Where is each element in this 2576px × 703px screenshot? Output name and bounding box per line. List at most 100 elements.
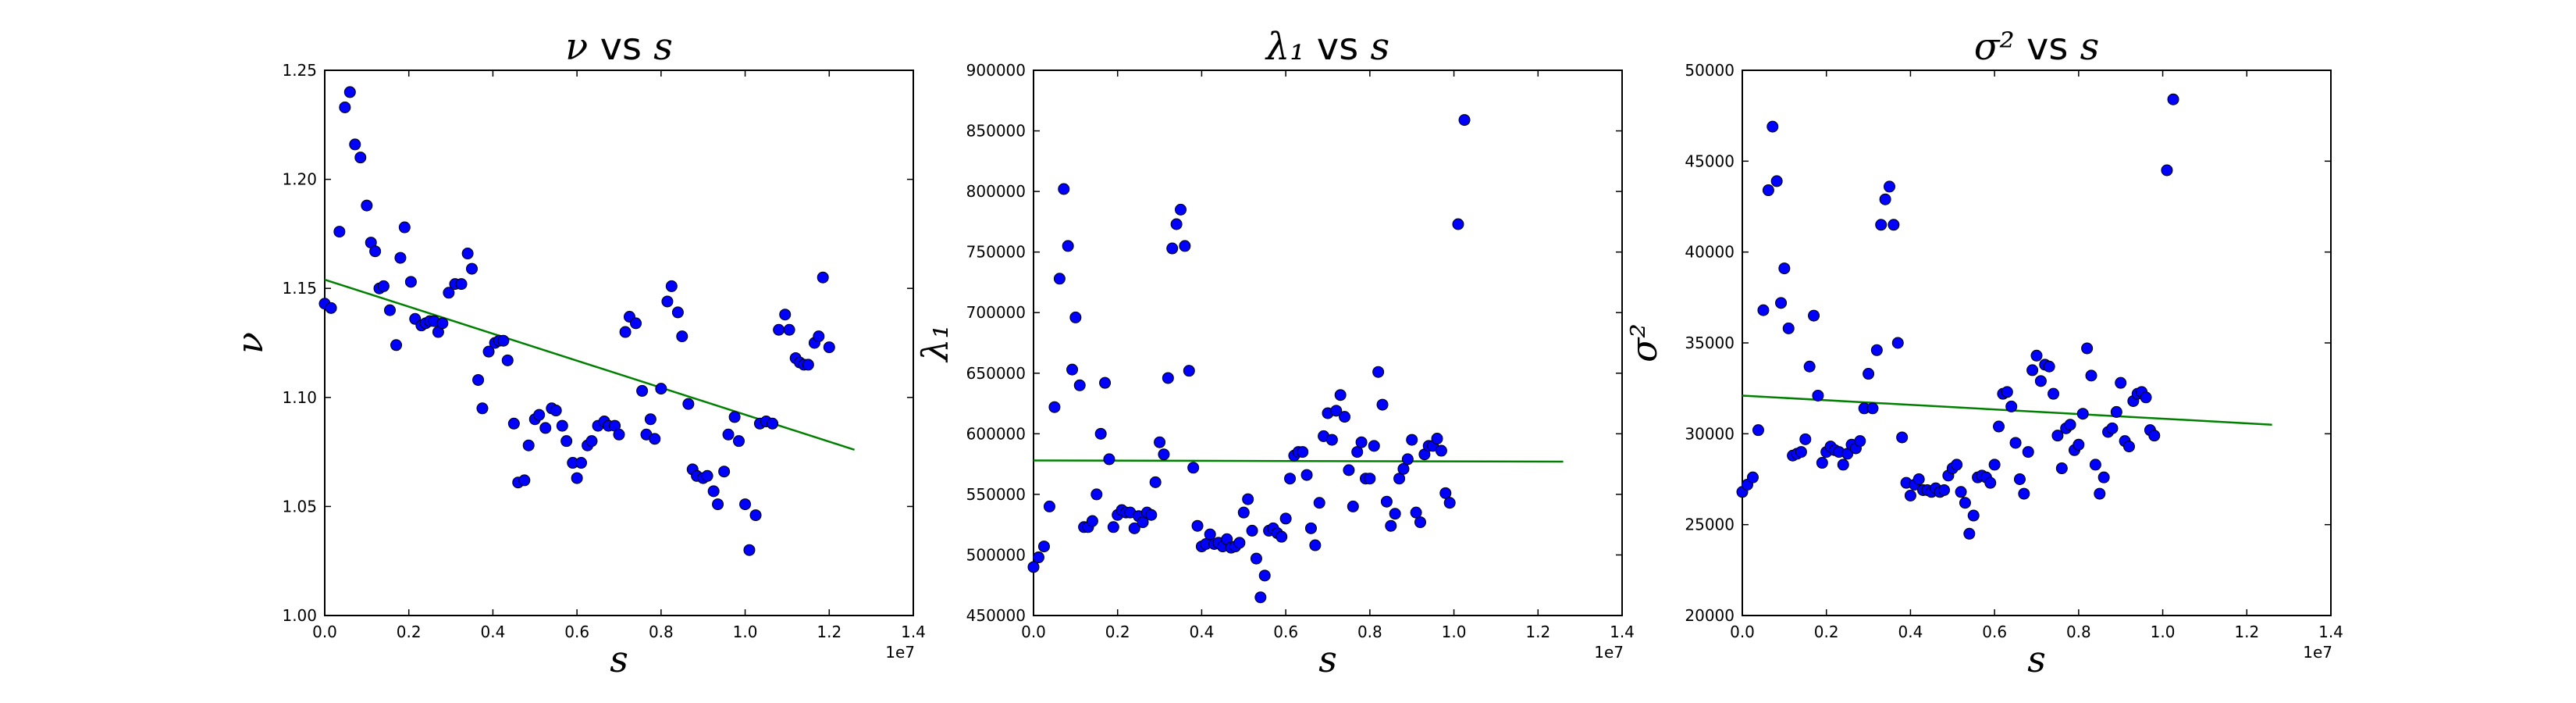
chart-title: σ² vs s bbox=[1974, 25, 2100, 69]
title-vs: vs bbox=[600, 25, 642, 69]
x-tick-label: 0.0 bbox=[312, 623, 337, 641]
plot-frame bbox=[324, 70, 914, 616]
x-tick-label: 0.0 bbox=[1730, 623, 1755, 641]
plot-frame bbox=[1033, 70, 1623, 616]
y-axis-label: λ₁ bbox=[914, 324, 956, 363]
data-point bbox=[1803, 360, 1816, 373]
data-point bbox=[1309, 539, 1322, 551]
data-point bbox=[518, 474, 531, 487]
data-point bbox=[1053, 273, 1066, 285]
data-point bbox=[1393, 473, 1406, 485]
data-point bbox=[1325, 434, 1338, 446]
data-point bbox=[1397, 462, 1410, 475]
data-point bbox=[2005, 400, 2018, 412]
data-point bbox=[472, 373, 485, 386]
data-point bbox=[2073, 438, 2085, 451]
x-tick-label: 1.2 bbox=[817, 623, 841, 641]
data-point bbox=[1162, 372, 1174, 384]
data-point bbox=[1094, 427, 1107, 440]
x-tick-label: 0.4 bbox=[1898, 623, 1923, 641]
y-tick-label: 450000 bbox=[966, 606, 1026, 625]
data-point bbox=[722, 428, 735, 441]
data-point bbox=[550, 405, 562, 417]
data-point bbox=[398, 221, 411, 234]
title-variable: s bbox=[653, 25, 673, 69]
data-point bbox=[1762, 184, 1774, 197]
data-point bbox=[343, 86, 356, 98]
data-point bbox=[823, 341, 835, 354]
data-point bbox=[1904, 489, 1916, 501]
data-point bbox=[2085, 369, 2097, 382]
y-tick-label: 650000 bbox=[966, 364, 1026, 383]
data-point bbox=[1300, 469, 1313, 481]
data-point bbox=[1458, 114, 1471, 127]
chart-panel-1: 0.0 0.2 0.4 0.6 0.8 1.0 1.2 1.4 450000 500000 5500… bbox=[914, 25, 1635, 680]
data-point bbox=[1154, 436, 1166, 448]
data-point bbox=[1339, 411, 1351, 423]
data-point bbox=[2161, 164, 2173, 177]
data-point bbox=[1406, 434, 1418, 446]
data-point bbox=[1313, 497, 1325, 509]
data-point bbox=[2030, 349, 2043, 362]
data-point bbox=[2009, 437, 2022, 449]
data-point bbox=[779, 309, 792, 321]
y-tick-label: 1.25 bbox=[282, 61, 317, 80]
data-point bbox=[1364, 473, 1376, 485]
data-point bbox=[507, 417, 520, 430]
fit-line bbox=[1033, 459, 1564, 463]
data-point bbox=[1043, 500, 1055, 512]
data-point bbox=[1066, 363, 1079, 376]
x-tick-label: 1.0 bbox=[1442, 623, 1467, 641]
data-point bbox=[1128, 522, 1140, 534]
data-point bbox=[2055, 462, 2068, 475]
data-point bbox=[1343, 464, 1355, 476]
x-tick-label: 0.4 bbox=[1190, 623, 1215, 641]
data-point bbox=[2051, 430, 2064, 442]
data-point bbox=[1385, 519, 1397, 532]
data-point bbox=[739, 498, 752, 511]
data-point bbox=[1389, 508, 1401, 520]
data-point bbox=[1351, 446, 1364, 459]
data-point bbox=[619, 326, 632, 338]
data-point bbox=[712, 498, 724, 511]
data-point bbox=[455, 278, 468, 291]
data-point bbox=[1870, 344, 1883, 356]
data-point bbox=[2081, 342, 2094, 355]
data-point bbox=[2013, 473, 2026, 485]
data-point bbox=[644, 413, 656, 426]
data-point bbox=[1879, 193, 1891, 205]
data-point bbox=[556, 419, 568, 432]
data-point bbox=[1959, 497, 1971, 509]
x-axis-label: s bbox=[610, 638, 628, 680]
data-point bbox=[1276, 530, 1288, 543]
data-point bbox=[1376, 398, 1389, 411]
data-point bbox=[1334, 389, 1347, 401]
y-tick-label: 45000 bbox=[1685, 152, 1735, 170]
x-offset-label: 1e7 bbox=[1594, 643, 1624, 662]
x-offset-label: 1e7 bbox=[885, 643, 915, 662]
data-point bbox=[1884, 180, 1895, 193]
data-point bbox=[1347, 500, 1359, 512]
data-point bbox=[339, 101, 351, 113]
x-tick-label: 0.2 bbox=[1105, 623, 1130, 641]
data-point bbox=[1955, 486, 1967, 498]
data-point bbox=[383, 304, 396, 316]
data-point bbox=[575, 457, 588, 469]
y-tick-label: 1.05 bbox=[282, 497, 317, 516]
data-point bbox=[1145, 509, 1158, 521]
data-point bbox=[1767, 120, 1779, 133]
x-tick-label: 0.8 bbox=[2066, 623, 2091, 641]
data-point bbox=[2097, 471, 2110, 484]
chart-title: ν vs s bbox=[565, 25, 673, 69]
x-tick-label: 1.4 bbox=[1610, 623, 1635, 641]
data-point bbox=[1380, 495, 1393, 508]
x-tick-label: 1.4 bbox=[901, 623, 926, 641]
data-point bbox=[1258, 569, 1271, 582]
title-space bbox=[1358, 25, 1370, 69]
title-variable: s bbox=[2080, 25, 2100, 69]
y-tick-label: 850000 bbox=[966, 122, 1026, 141]
data-point bbox=[1401, 453, 1414, 466]
data-point bbox=[1237, 506, 1250, 519]
data-point bbox=[1808, 309, 1820, 322]
data-point bbox=[1782, 322, 1795, 334]
